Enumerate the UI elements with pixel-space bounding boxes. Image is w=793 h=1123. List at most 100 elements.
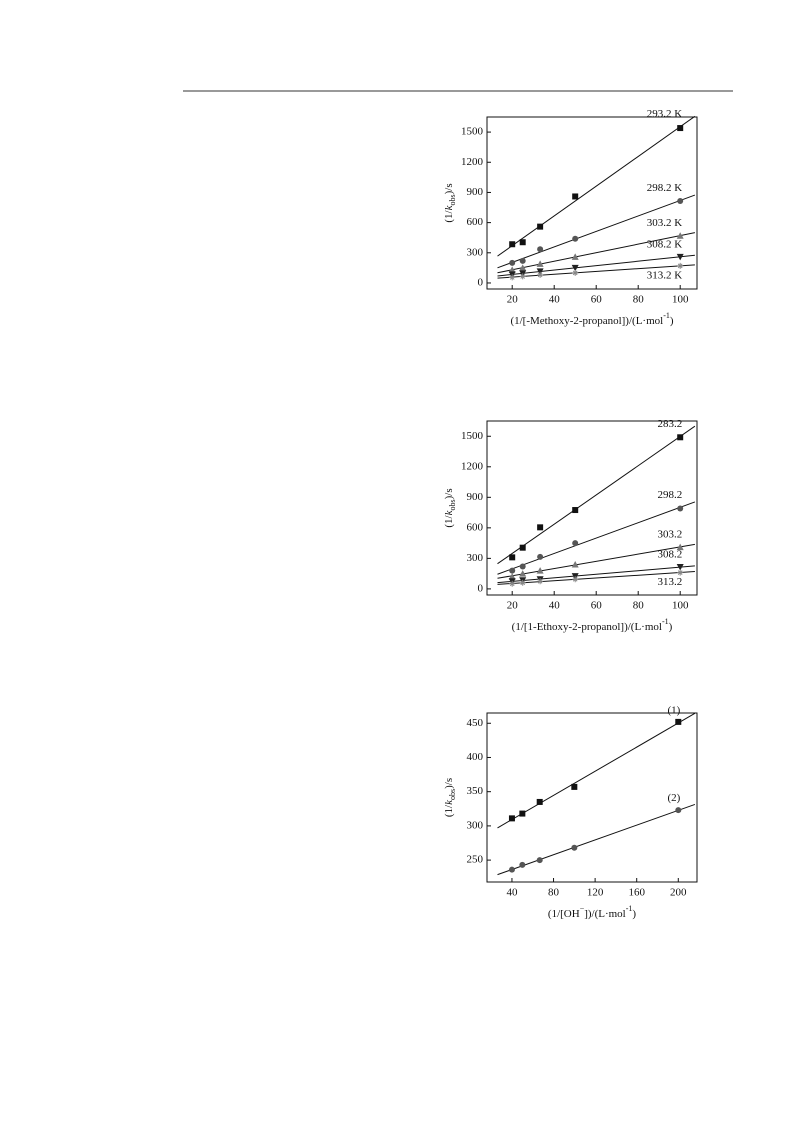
label-part: obs xyxy=(448,499,457,510)
fit-line xyxy=(497,543,695,579)
fit-line xyxy=(497,232,695,274)
point xyxy=(676,543,684,551)
x-tick-label: 40 xyxy=(549,600,561,612)
fit-line xyxy=(497,712,696,829)
x-tick-label: 40 xyxy=(549,294,561,306)
point xyxy=(572,235,579,242)
point xyxy=(675,718,682,725)
x-tick-label: 80 xyxy=(633,600,645,612)
series-label: 308.2 xyxy=(657,549,682,561)
point xyxy=(676,232,684,239)
point xyxy=(537,578,544,585)
point xyxy=(519,861,526,868)
series-label: 283.2 xyxy=(657,418,682,430)
series-label: 298.2 xyxy=(657,489,682,501)
plot-frame xyxy=(486,712,698,883)
label-part: -1 xyxy=(663,311,670,320)
label-part: k xyxy=(443,509,455,515)
label-part: -1 xyxy=(626,904,633,913)
fit-line xyxy=(497,115,696,257)
point xyxy=(677,505,684,512)
fit-line xyxy=(497,571,695,585)
y-tick-label: 1500 xyxy=(461,430,484,442)
x-tick-label: 120 xyxy=(587,887,604,899)
point xyxy=(519,544,526,551)
label-part: k xyxy=(443,799,455,805)
fit-line xyxy=(497,425,696,565)
x-tick-label: 40 xyxy=(506,887,518,899)
label-part: ])/(L·mol xyxy=(584,908,626,920)
point xyxy=(677,125,684,132)
y-tick-label: 0 xyxy=(478,582,484,594)
point xyxy=(519,810,526,817)
fit-line xyxy=(497,501,696,575)
y-tick-label: 250 xyxy=(467,854,484,866)
y-tick-label: 400 xyxy=(467,751,484,763)
label-part: (1/ xyxy=(443,804,455,817)
label-part: obs xyxy=(448,789,457,800)
point xyxy=(509,580,516,587)
series-label: (1) xyxy=(667,705,680,717)
point xyxy=(571,253,579,260)
point xyxy=(537,223,544,230)
point xyxy=(509,259,516,266)
point xyxy=(519,579,526,586)
y-tick-label: 600 xyxy=(467,521,484,533)
point xyxy=(571,844,578,851)
x-tick-label: 20 xyxy=(507,600,519,612)
point xyxy=(509,567,516,574)
x-tick-label: 20 xyxy=(507,294,519,306)
y-tick-label: 900 xyxy=(467,186,484,198)
point xyxy=(537,246,544,253)
label-part: k xyxy=(443,204,455,210)
x-tick-label: 80 xyxy=(548,887,560,899)
point xyxy=(537,524,544,531)
x-tick-label: 80 xyxy=(633,294,645,306)
label-part: ) xyxy=(670,315,674,327)
label-part: − xyxy=(580,904,585,913)
point xyxy=(509,554,516,561)
point xyxy=(536,857,543,864)
point xyxy=(676,564,684,571)
point xyxy=(519,264,527,271)
y-tick-label: 0 xyxy=(478,276,484,288)
label-part: )/s xyxy=(443,183,455,194)
point xyxy=(519,563,526,570)
fit-line xyxy=(497,254,695,277)
y-axis-label: (1/kobs)/s xyxy=(443,488,458,527)
point xyxy=(508,815,515,822)
y-axis-label: (1/kobs)/s xyxy=(443,183,458,222)
point xyxy=(572,576,579,583)
y-tick-label: 1200 xyxy=(461,460,484,472)
point xyxy=(536,567,544,574)
series-label: 313.2 K xyxy=(647,269,683,281)
series-label: (2) xyxy=(667,792,680,804)
series-label: 303.2 K xyxy=(647,217,683,229)
fit-line xyxy=(497,264,695,279)
y-tick-label: 1200 xyxy=(461,156,484,168)
x-tick-label: 60 xyxy=(591,294,603,306)
point xyxy=(537,271,544,278)
point xyxy=(676,253,684,261)
label-part: )/s xyxy=(443,778,455,789)
fit-line xyxy=(497,565,695,584)
series-label: 293.2 K xyxy=(647,108,683,120)
point xyxy=(509,241,516,248)
label-part: (1/ xyxy=(443,514,455,527)
series-label: 303.2 xyxy=(657,528,682,540)
y-tick-label: 300 xyxy=(467,552,484,564)
label-part: (1/[-Methoxy-2-propanol])/(L·mol xyxy=(510,315,663,327)
x-tick-label: 160 xyxy=(628,887,645,899)
label-part: (1/[OH xyxy=(548,908,580,920)
label-part: -1 xyxy=(662,617,669,626)
y-tick-label: 450 xyxy=(467,717,484,729)
fit-line xyxy=(497,194,696,269)
point xyxy=(537,553,544,560)
point xyxy=(675,807,682,814)
label-part: (1/ xyxy=(443,209,455,222)
point xyxy=(508,866,515,873)
point xyxy=(571,264,579,272)
point xyxy=(571,560,579,568)
